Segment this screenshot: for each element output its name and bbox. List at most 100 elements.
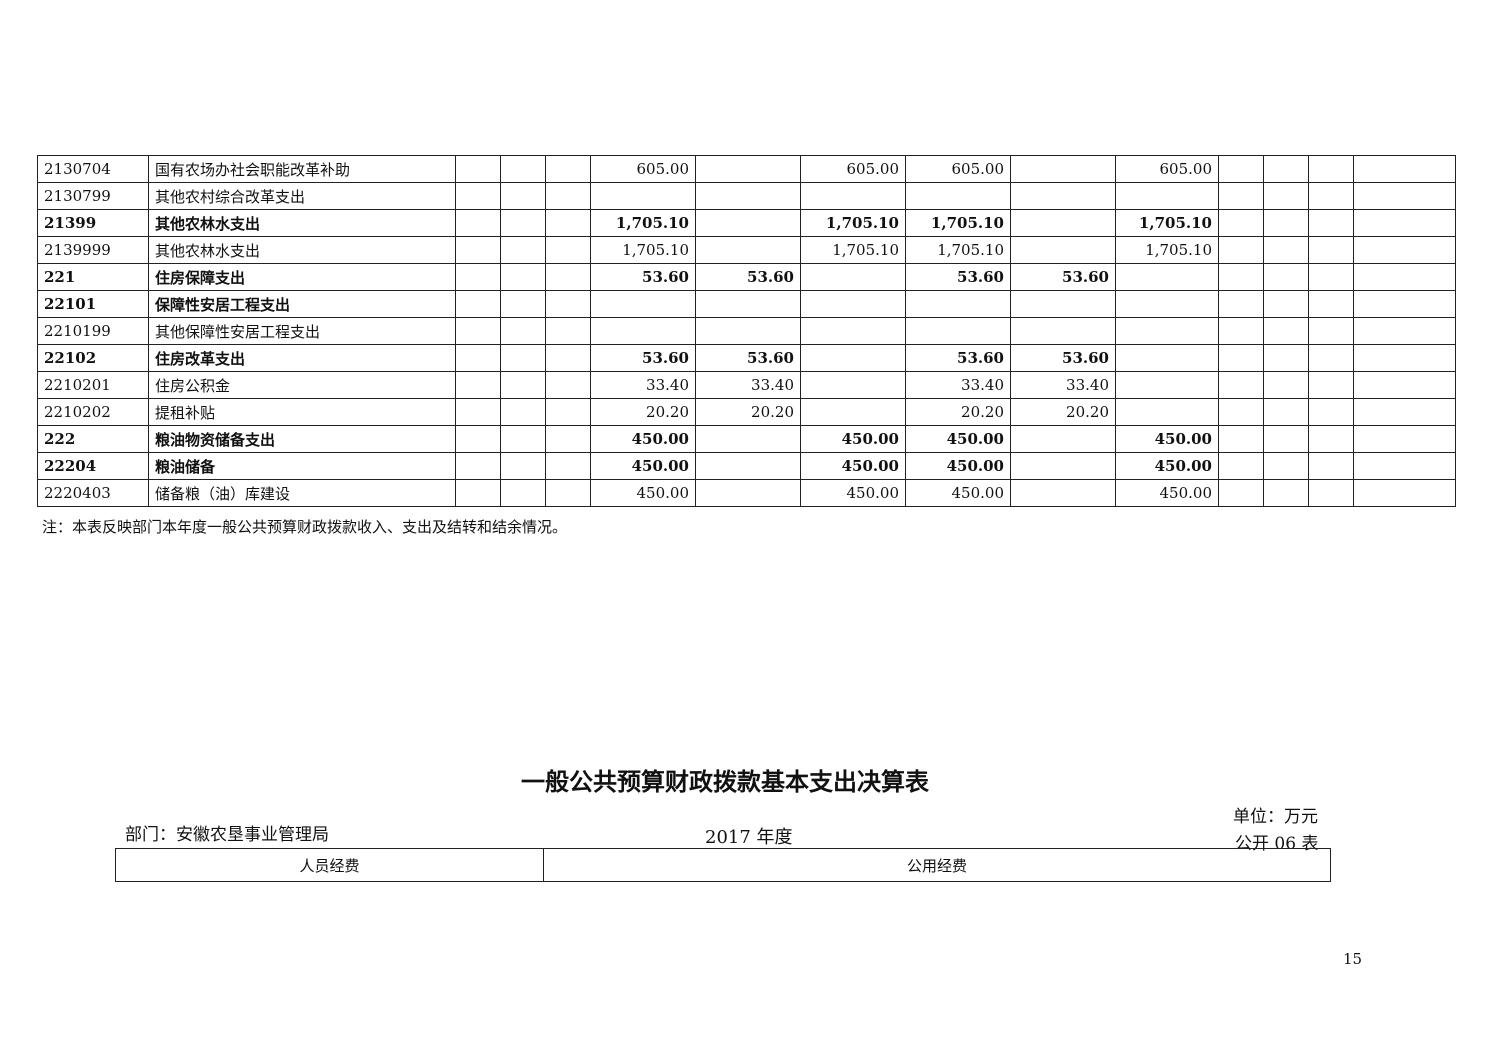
row-value [545,398,591,426]
table-row: 22102 住房改革支出 53.60 53.60 53.60 53.60 [37,344,1456,372]
row-value [1010,317,1116,345]
row-value [1218,398,1264,426]
row-value: 605.00 [1115,155,1219,183]
table-row: 2210201 住房公积金 33.40 33.40 33.40 33.40 [37,371,1456,399]
table-row: 22101 保障性安居工程支出 [37,290,1456,318]
row-value [545,452,591,480]
row-value [1353,398,1456,426]
row-name: 提租补贴 [148,398,456,426]
row-code: 2210201 [37,371,149,399]
row-value: 450.00 [905,425,1011,453]
row-name: 储备粮（油）库建设 [148,479,456,507]
row-value [1010,236,1116,264]
row-value [1308,452,1354,480]
row-value [1308,209,1354,237]
row-value: 1,705.10 [905,209,1011,237]
row-value [545,479,591,507]
row-value [1218,263,1264,291]
row-value [1263,236,1309,264]
row-value [455,209,501,237]
row-value [500,317,546,345]
row-value [1218,425,1264,453]
appropriation-table: 2130704 国有农场办社会职能改革补助 605.00 605.00 605.00 60… [37,155,1456,507]
row-value [500,155,546,183]
row-value [1353,479,1456,507]
row-value: 450.00 [1115,479,1219,507]
row-value [455,425,501,453]
row-value [1353,263,1456,291]
table-row: 2220403 储备粮（油）库建设 450.00 450.00 450.00 450.00 [37,479,1456,507]
row-value [1353,155,1456,183]
row-name: 住房改革支出 [148,344,456,372]
row-value [1353,344,1456,372]
row-value: 1,705.10 [800,209,906,237]
row-value [1263,182,1309,210]
row-value [1010,209,1116,237]
row-value [1263,398,1309,426]
row-value: 20.20 [590,398,696,426]
row-code: 2139999 [37,236,149,264]
row-value [1263,479,1309,507]
row-value [1115,398,1219,426]
row-value [1263,425,1309,453]
row-value: 33.40 [695,371,801,399]
row-code: 22102 [37,344,149,372]
row-value [1010,425,1116,453]
row-value [1218,290,1264,318]
row-code: 2210202 [37,398,149,426]
row-code: 2130704 [37,155,149,183]
row-value [545,344,591,372]
row-value: 450.00 [590,479,696,507]
row-name: 其他农村综合改革支出 [148,182,456,210]
row-value [500,452,546,480]
row-value [905,290,1011,318]
row-code: 222 [37,425,149,453]
row-value [1218,182,1264,210]
table-row: 2130799 其他农村综合改革支出 [37,182,1456,210]
row-code: 2210199 [37,317,149,345]
row-value: 33.40 [905,371,1011,399]
row-value [1308,317,1354,345]
row-name: 粮油物资储备支出 [148,425,456,453]
row-value: 53.60 [695,344,801,372]
row-name: 其他农林水支出 [148,209,456,237]
table-row: 22204 粮油储备 450.00 450.00 450.00 450.00 [37,452,1456,480]
row-value [455,452,501,480]
year-label: 2017 年度 [705,827,793,848]
row-value [695,182,801,210]
row-value [1263,317,1309,345]
row-name: 保障性安居工程支出 [148,290,456,318]
row-value [545,263,591,291]
row-value [1308,290,1354,318]
row-value [695,236,801,264]
header-public: 公用经费 [543,848,1331,882]
row-value [500,236,546,264]
row-value [545,290,591,318]
row-value [545,236,591,264]
row-value [1308,398,1354,426]
row-value: 450.00 [800,425,906,453]
row-code: 2130799 [37,182,149,210]
row-value [455,263,501,291]
row-value [545,371,591,399]
row-value: 1,705.10 [1115,209,1219,237]
row-value [1263,452,1309,480]
row-value [1218,209,1264,237]
row-value [1218,479,1264,507]
row-value [1308,182,1354,210]
row-value: 605.00 [905,155,1011,183]
row-value [455,182,501,210]
row-value [500,209,546,237]
row-value [695,425,801,453]
row-value [1308,425,1354,453]
row-value [800,371,906,399]
row-value: 33.40 [590,371,696,399]
row-value: 450.00 [800,452,906,480]
unit-label: 单位：万元 [1233,807,1318,827]
row-value [1308,155,1354,183]
row-value [800,290,906,318]
row-value [1010,155,1116,183]
row-value [1218,317,1264,345]
table-row: 2139999 其他农林水支出 1,705.10 1,705.10 1,705.10 1,… [37,236,1456,264]
row-value [545,317,591,345]
